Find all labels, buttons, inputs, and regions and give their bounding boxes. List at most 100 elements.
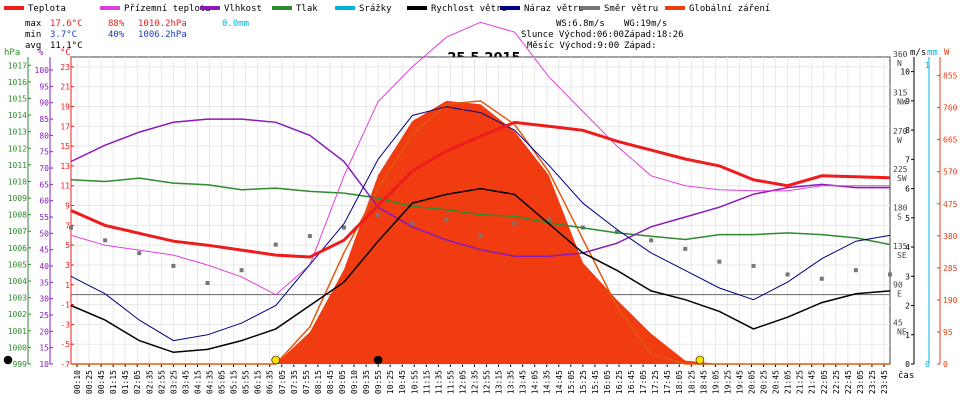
mm-tick-0: 1 xyxy=(925,61,930,70)
time-tick-7: 02:55 xyxy=(157,370,166,394)
time-tick-46: 16:45 xyxy=(627,370,636,394)
dir-tick-2: 270 xyxy=(893,127,908,136)
hpa-tick-10: 1007 xyxy=(8,227,27,236)
wind-direction-point xyxy=(649,238,654,243)
hpa-tick-3: 1014 xyxy=(8,111,27,120)
mm-tick-1: 0 xyxy=(925,360,930,369)
event-marker-3 xyxy=(695,355,705,365)
degc-tick-5: 13 xyxy=(60,162,70,171)
time-tick-34: 12:55 xyxy=(483,370,492,394)
w-tick-8: 95 xyxy=(943,328,953,337)
time-tick-28: 10:55 xyxy=(410,370,419,394)
time-tick-62: 22:05 xyxy=(820,370,829,394)
time-tick-60: 21:25 xyxy=(796,370,805,394)
w-tick-1: 760 xyxy=(943,104,958,113)
time-tick-36: 13:35 xyxy=(507,370,516,394)
time-tick-26: 10:25 xyxy=(386,370,395,394)
series-pressure xyxy=(70,177,891,246)
hpa-tick-14: 1003 xyxy=(8,294,27,303)
ms-tick-4: 6 xyxy=(905,185,910,194)
wind-direction-point xyxy=(785,272,790,277)
time-tick-22: 09:05 xyxy=(338,370,347,394)
mm-unit: mm xyxy=(927,48,938,58)
hpa-tick-18: 999 xyxy=(13,360,28,369)
time-tick-38: 14:05 xyxy=(531,370,540,394)
time-tick-21: 08:45 xyxy=(326,370,335,394)
dir-tick-label-2: W xyxy=(897,136,902,145)
time-tick-66: 23:25 xyxy=(868,370,877,394)
time-axis-unit: čas xyxy=(898,370,914,381)
hpa-tick-9: 1008 xyxy=(8,211,27,220)
time-tick-15: 06:15 xyxy=(254,370,263,394)
dir-tick-1: 315 xyxy=(893,88,908,97)
pct-tick-3: 85 xyxy=(39,115,49,124)
legend-swatch-3 xyxy=(272,6,292,10)
time-tick-40: 14:45 xyxy=(555,370,564,394)
stat-max-temp: 17.6°C xyxy=(50,19,83,29)
stat-min-temp: 3.7°C xyxy=(50,30,77,40)
dir-tick-7: 45 xyxy=(893,319,903,328)
degc-tick-8: 7 xyxy=(65,221,70,230)
hpa-tick-15: 1002 xyxy=(8,310,27,319)
dir-tick-4: 180 xyxy=(893,204,908,213)
time-tick-23: 09:10 xyxy=(350,370,359,394)
time-tick-44: 16:05 xyxy=(603,370,612,394)
wind-direction-point xyxy=(137,251,142,256)
time-tick-17: 07:05 xyxy=(278,370,287,394)
wind-direction-point xyxy=(103,238,108,243)
time-tick-37: 13:45 xyxy=(519,370,528,394)
time-tick-3: 01:15 xyxy=(109,370,118,394)
ms-tick-9: 1 xyxy=(905,331,910,340)
time-tick-10: 04:15 xyxy=(193,370,202,394)
legend-label-5: Rychlost větru xyxy=(431,4,507,14)
ms-tick-2: 8 xyxy=(905,126,910,135)
time-tick-53: 19:05 xyxy=(711,370,720,394)
time-tick-1: 00:25 xyxy=(85,370,94,394)
wind-direction-point xyxy=(376,212,381,217)
degc-tick-10: 3 xyxy=(65,261,70,270)
legend-label-0: Teplota xyxy=(28,4,66,14)
hpa-tick-4: 1013 xyxy=(8,128,27,137)
w-tick-0: 855 xyxy=(943,72,958,81)
degc-tick-15: -7 xyxy=(60,360,70,369)
ms-tick-3: 7 xyxy=(905,155,910,164)
dir-tick-6: 90 xyxy=(893,280,903,289)
time-tick-11: 04:35 xyxy=(206,370,215,394)
event-marker-1 xyxy=(271,355,281,365)
time-tick-29: 11:15 xyxy=(422,370,431,394)
time-tick-54: 19:25 xyxy=(723,370,732,394)
hpa-tick-0: 1017 xyxy=(8,61,27,70)
legend-swatch-8 xyxy=(665,6,685,10)
degc-tick-12: -1 xyxy=(60,301,70,310)
time-tick-65: 23:05 xyxy=(856,370,865,394)
dir-tick-5: 135 xyxy=(893,242,908,251)
series-ground-temperature xyxy=(70,21,890,296)
degc-tick-11: 1 xyxy=(65,281,70,290)
legend-swatch-5 xyxy=(407,6,427,10)
dir-tick-0: 360 xyxy=(893,50,908,59)
hpa-tick-1: 1016 xyxy=(8,78,27,87)
time-tick-35: 13:15 xyxy=(495,370,504,394)
stat-avg-label: avg xyxy=(25,41,41,51)
pct-tick-7: 65 xyxy=(39,180,49,189)
dir-tick-label-7: NE xyxy=(897,328,907,337)
stat-min-press: 1006.2hPa xyxy=(138,30,187,40)
hpa-tick-2: 1015 xyxy=(8,94,27,103)
time-tick-58: 20:45 xyxy=(772,370,781,394)
wind-direction-point xyxy=(888,272,892,277)
wind-direction-point xyxy=(444,217,449,222)
legend-label-3: Tlak xyxy=(296,4,318,14)
time-tick-27: 10:45 xyxy=(398,370,407,394)
time-tick-47: 17:05 xyxy=(639,370,648,394)
pct-tick-14: 30 xyxy=(39,295,49,304)
dir-tick-label-3: SW xyxy=(897,174,907,183)
degc-tick-2: 19 xyxy=(60,103,70,112)
legend-swatch-6 xyxy=(500,6,520,10)
legend-swatch-0 xyxy=(4,6,24,10)
time-tick-45: 16:25 xyxy=(615,370,624,394)
wind-direction-point xyxy=(512,221,517,226)
time-tick-48: 17:25 xyxy=(651,370,660,394)
series-humidity xyxy=(70,118,890,257)
time-tick-25: 09:55 xyxy=(374,370,383,394)
